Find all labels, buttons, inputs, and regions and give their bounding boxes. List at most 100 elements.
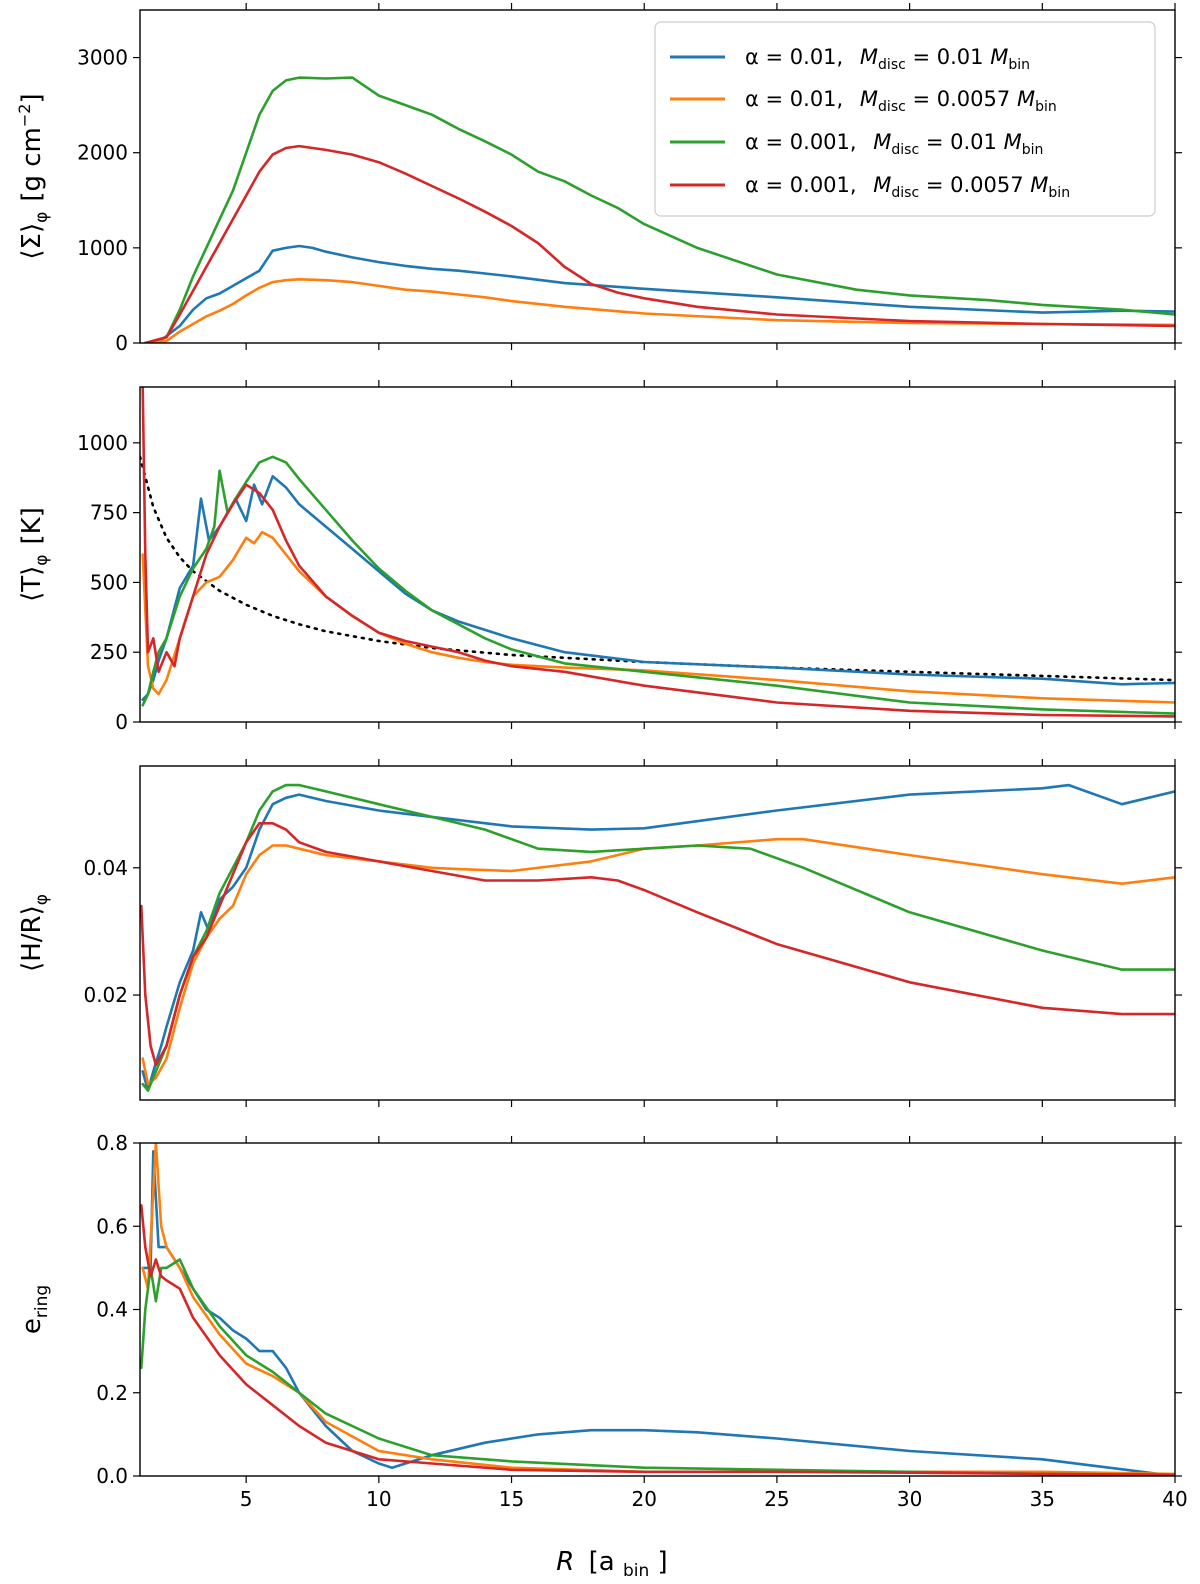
eccentricity-y-axis-label: ering bbox=[17, 1285, 52, 1334]
xtick-label: 20 bbox=[632, 1487, 657, 1511]
legend-sub-disc: disc bbox=[891, 142, 919, 158]
sigma-series-group bbox=[144, 76, 1175, 343]
aspect-axes-frame bbox=[139, 765, 1176, 1101]
x-axis-label-close: ] bbox=[658, 1547, 668, 1577]
sigma-y-axis-label: ⟨Σ⟩φ [g cm−2] bbox=[15, 93, 52, 259]
sigma-series-line-1 bbox=[144, 278, 1175, 343]
sigma-axes-frame bbox=[139, 9, 1176, 344]
legend-mb: M bbox=[1017, 87, 1035, 111]
eccentricity-ytick-label: 0.8 bbox=[96, 1131, 128, 1155]
eccentricity-series-line-3 bbox=[140, 1204, 1175, 1476]
legend-mb: M bbox=[990, 45, 1008, 69]
legend-sub-bin: bin bbox=[1048, 185, 1070, 201]
legend-m: M bbox=[873, 173, 891, 197]
aspect-ylabel-sub: φ bbox=[32, 894, 52, 905]
legend-eq: = 0.0057 bbox=[906, 87, 1017, 111]
xtick-label: 10 bbox=[366, 1487, 391, 1511]
xtick-label: 40 bbox=[1162, 1487, 1187, 1511]
aspect-ylabel-main: ⟨H/R⟩ bbox=[17, 905, 47, 972]
temperature-ylabel-unit: [K] bbox=[17, 507, 47, 544]
legend-sub-disc: disc bbox=[878, 99, 906, 115]
sigma-ytick-label: 0 bbox=[115, 331, 128, 355]
temperature-ylabel-sub: φ bbox=[32, 554, 52, 565]
eccentricity-ytick-label: 0.0 bbox=[96, 1464, 128, 1488]
temperature-ylabel-main: ⟨T⟩ bbox=[17, 566, 47, 602]
temperature-ytick-label: 1000 bbox=[77, 431, 128, 455]
sigma-ylabel-main: ⟨Σ⟩ bbox=[17, 223, 47, 260]
x-axis-label-unit: [a bbox=[589, 1547, 615, 1577]
panel-eccentricity: 0.0 0.2 0.4 0.6 0.8 5 10 15 20 25 30 35 40 ering bbox=[17, 1131, 1188, 1511]
legend-entry: α = 0.01, Mdisc = 0.01 Mbin bbox=[670, 45, 1030, 73]
temperature-ytick-label: 250 bbox=[90, 640, 128, 664]
sigma-ylabel-sub: φ bbox=[32, 212, 52, 223]
x-axis-label-sub: bin bbox=[623, 1561, 649, 1581]
sigma-ytick-label: 1000 bbox=[77, 236, 128, 260]
legend-label: α = 0.001, Mdisc = 0.0057 Mbin bbox=[745, 173, 1070, 201]
legend-entry: α = 0.001, Mdisc = 0.0057 Mbin bbox=[670, 173, 1070, 201]
sigma-ytick-label: 2000 bbox=[77, 141, 128, 165]
temperature-series-line-0 bbox=[141, 475, 1175, 701]
eccentricity-series-group bbox=[140, 1143, 1175, 1476]
temperature-ytick-label: 750 bbox=[90, 501, 128, 525]
eccentricity-series-line-0 bbox=[141, 1150, 1175, 1476]
eccentricity-ylabel-main: e bbox=[17, 1318, 47, 1334]
legend-eq: = 0.01 bbox=[919, 130, 1003, 154]
aspect-y-axis-label: ⟨H/R⟩φ bbox=[17, 894, 52, 972]
legend-sub-bin: bin bbox=[1022, 142, 1044, 158]
temperature-ytick-label: 0 bbox=[115, 710, 128, 734]
temperature-ytick-label: 500 bbox=[90, 570, 128, 594]
panel-sigma: 0 1000 2000 3000 ⟨Σ⟩φ [g cm−2] bbox=[15, 3, 1182, 355]
legend-m: M bbox=[873, 130, 891, 154]
legend-mb: M bbox=[1030, 173, 1048, 197]
legend-label: α = 0.01, Mdisc = 0.01 Mbin bbox=[745, 45, 1030, 73]
legend-sub-disc: disc bbox=[891, 185, 919, 201]
xtick-label: 35 bbox=[1030, 1487, 1055, 1511]
x-axis-label-main: R bbox=[556, 1547, 574, 1577]
temperature-series-group bbox=[140, 387, 1175, 718]
temperature-series-line-2 bbox=[141, 455, 1175, 715]
sigma-series-line-0 bbox=[144, 244, 1175, 343]
xtick-label: 30 bbox=[897, 1487, 922, 1511]
legend-sub-bin: bin bbox=[1008, 57, 1030, 73]
eccentricity-series-line-2 bbox=[140, 1258, 1175, 1476]
temperature-series-line-3 bbox=[141, 387, 1175, 718]
legend-alpha: α = 0.01, bbox=[745, 87, 843, 111]
sigma-series-line-3 bbox=[144, 144, 1175, 343]
panel-aspect: 0.02 0.04 ⟨H/R⟩φ bbox=[17, 759, 1182, 1107]
legend-entry: α = 0.001, Mdisc = 0.01 Mbin bbox=[670, 130, 1043, 158]
legend-m: M bbox=[860, 87, 878, 111]
eccentricity-axes-frame bbox=[139, 1142, 1176, 1477]
temperature-axes-frame bbox=[139, 386, 1176, 723]
xtick-label: 5 bbox=[240, 1487, 253, 1511]
xtick-label: 25 bbox=[764, 1487, 789, 1511]
legend-alpha: α = 0.001, bbox=[745, 173, 857, 197]
aspect-series-line-3 bbox=[140, 822, 1175, 1067]
legend-m: M bbox=[860, 45, 878, 69]
legend-eq: = 0.01 bbox=[906, 45, 990, 69]
temperature-reference-dotted-line bbox=[140, 455, 1175, 682]
aspect-series-line-0 bbox=[141, 783, 1175, 1092]
sigma-ytick-label: 3000 bbox=[77, 46, 128, 70]
eccentricity-ytick-label: 0.6 bbox=[96, 1214, 128, 1238]
sigma-series-line-2 bbox=[144, 76, 1175, 343]
legend-alpha: α = 0.001, bbox=[745, 130, 857, 154]
sigma-ylabel-close: ] bbox=[17, 93, 47, 103]
aspect-ytick-label: 0.02 bbox=[83, 983, 128, 1007]
x-axis-label: R [a bin ] bbox=[556, 1547, 667, 1583]
eccentricity-ytick-label: 0.4 bbox=[96, 1298, 128, 1322]
xtick-label: 15 bbox=[499, 1487, 524, 1511]
legend-mb: M bbox=[1004, 130, 1022, 154]
eccentricity-ylabel-sub: ring bbox=[32, 1285, 52, 1318]
aspect-ytick-label: 0.04 bbox=[83, 856, 128, 880]
legend-sub-disc: disc bbox=[878, 57, 906, 73]
legend-sub-bin: bin bbox=[1035, 99, 1057, 115]
temperature-y-axis-label: ⟨T⟩φ [K] bbox=[17, 507, 52, 602]
sigma-ylabel-unit: [g cm bbox=[17, 127, 47, 202]
eccentricity-ytick-label: 0.2 bbox=[96, 1381, 128, 1405]
legend-eq: = 0.0057 bbox=[919, 173, 1030, 197]
aspect-series-group bbox=[140, 783, 1175, 1092]
panel-temperature: 0 250 500 750 1000 ⟨T⟩φ [K] bbox=[17, 380, 1182, 734]
sigma-ylabel-sup: −2 bbox=[15, 104, 34, 128]
